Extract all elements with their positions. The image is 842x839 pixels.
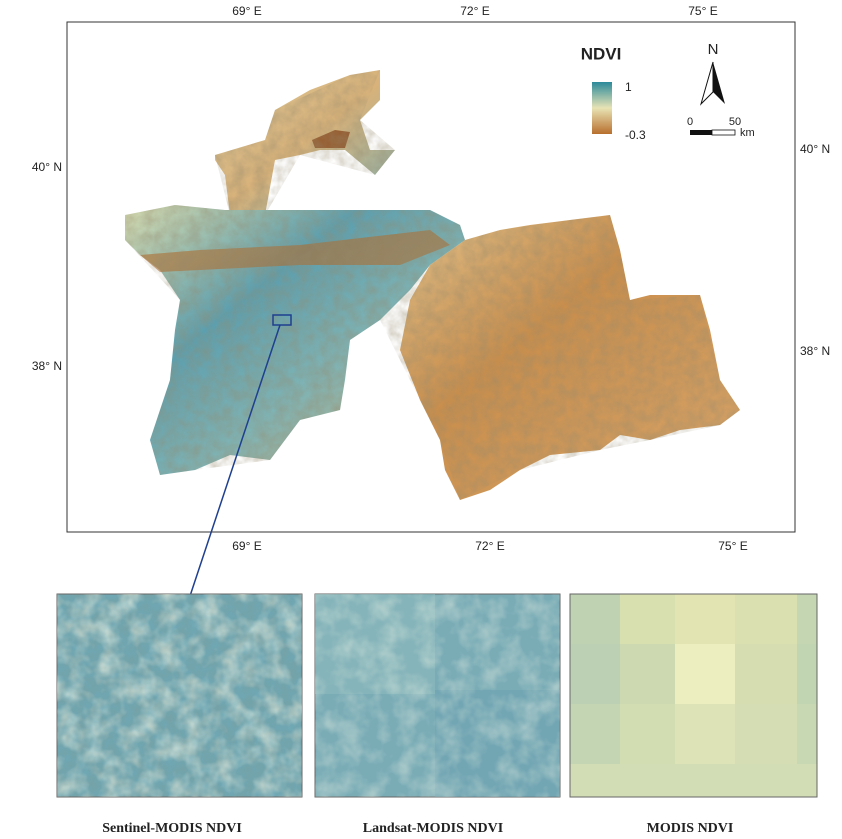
lat-label: 38° N xyxy=(800,344,830,358)
panel-image xyxy=(57,594,302,797)
panel-image xyxy=(570,594,817,797)
panel-caption: Sentinel-MODIS NDVI xyxy=(102,821,242,836)
lat-label: 40° N xyxy=(800,142,830,156)
panel-caption: MODIS NDVI xyxy=(647,821,734,836)
scale-bar xyxy=(712,130,735,135)
lon-label: 69° E xyxy=(232,4,261,18)
figure: 69° E 72° E 75° E 69° E 72° E 75° E 40° … xyxy=(0,0,842,839)
panel-image xyxy=(315,594,560,797)
scale-bar xyxy=(690,130,712,135)
lat-label: 40° N xyxy=(32,160,62,174)
legend-max: 1 xyxy=(625,80,632,94)
lon-label: 72° E xyxy=(460,4,489,18)
scale-tick: 0 xyxy=(687,116,693,128)
north-label: N xyxy=(708,41,719,58)
lon-label: 69° E xyxy=(232,539,261,553)
legend-min: -0.3 xyxy=(625,128,646,142)
lat-label: 38° N xyxy=(32,359,62,373)
panel-caption: Landsat-MODIS NDVI xyxy=(363,821,503,836)
scale-unit: km xyxy=(740,127,755,139)
legend-title: NDVI xyxy=(581,44,622,63)
legend-bar xyxy=(592,82,612,134)
lon-label: 72° E xyxy=(475,539,504,553)
lon-label: 75° E xyxy=(718,539,747,553)
lon-label: 75° E xyxy=(688,4,717,18)
